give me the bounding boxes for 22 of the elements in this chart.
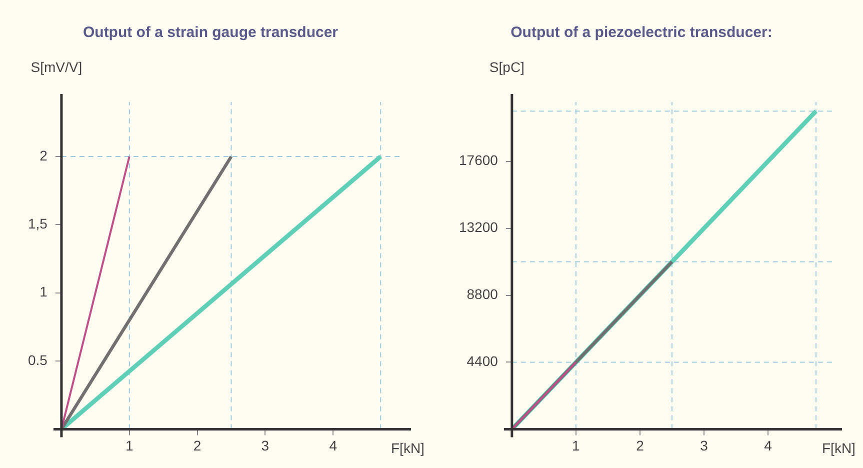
y-tick-label: 2 [40, 147, 48, 164]
x-tick-label: 3 [700, 437, 708, 454]
y-tick-label: 1 [40, 284, 48, 300]
y-axis-title: S[pC] [489, 59, 524, 75]
y-axis-title: S[mV/V] [30, 59, 82, 75]
y-tick-label: 0.5 [28, 352, 48, 368]
x-tick-label: 3 [261, 437, 270, 454]
chart-title: Output of a strain gauge transducer [82, 24, 338, 42]
y-tick-label: 8800 [466, 286, 498, 302]
x-axis-title: F[kN] [822, 440, 856, 456]
y-tick-label: 1,5 [28, 216, 48, 232]
x-tick-label: 2 [636, 437, 644, 454]
x-tick-label: 4 [329, 437, 338, 454]
y-tick-label: 17600 [458, 152, 498, 168]
chart-title: Output of a piezoelectric transducer: [510, 24, 772, 42]
x-axis-title: F[kN] [391, 440, 424, 456]
y-tick-label: 4400 [466, 353, 498, 370]
x-tick-label: 1 [572, 437, 580, 454]
y-tick-label: 13200 [458, 219, 498, 236]
x-tick-label: 4 [764, 437, 772, 454]
x-tick-label: 2 [193, 437, 202, 454]
x-tick-label: 1 [125, 437, 134, 454]
